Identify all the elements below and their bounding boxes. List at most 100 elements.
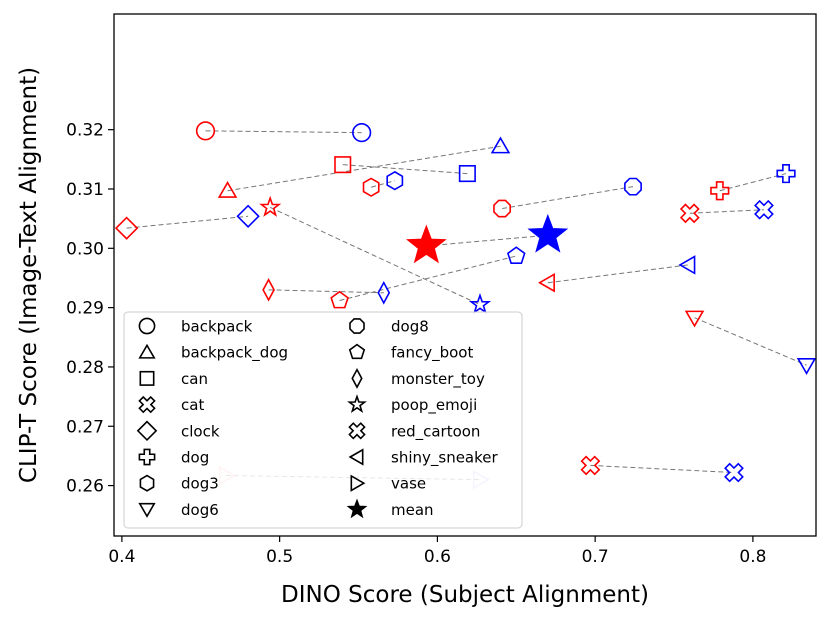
legend-marker-dog3 [139, 474, 155, 492]
point-blue-backpack-shape [352, 123, 372, 143]
legend-label: red_cartoon [391, 422, 480, 441]
x-tick-label: 0.5 [266, 547, 293, 567]
legend-label: vase [391, 475, 426, 493]
legend-label: backpack [181, 318, 253, 336]
point-blue-fancy_boot-shape [506, 246, 526, 264]
legend-marker-dog3-shape [139, 474, 155, 492]
point-red-backpack [195, 121, 216, 141]
x-tick-label: 0.4 [108, 547, 135, 567]
point-blue-mean [527, 213, 569, 253]
connector-lines [126, 130, 807, 481]
y-tick-label: 0.30 [66, 239, 104, 259]
connector-line-cat [590, 464, 734, 474]
point-blue-can [458, 165, 476, 183]
y-tick-label: 0.27 [66, 417, 104, 437]
y-tick-label: 0.29 [66, 299, 104, 319]
connector-line-fancy_boot [339, 255, 517, 301]
point-blue-monster_toy [377, 280, 391, 305]
point-red-red_cartoon-shape [679, 203, 700, 224]
point-blue-shiny_sneaker [678, 255, 696, 275]
point-red-backpack_dog [217, 180, 238, 198]
legend-item-can: can [139, 370, 208, 388]
point-red-dog8-shape [493, 199, 512, 218]
point-blue-dog8 [624, 177, 642, 196]
legend-label: monster_toy [391, 370, 485, 389]
point-red-red_cartoon [679, 203, 700, 224]
x-axis-ticks: 0.4 0.5 0.6 0.7 0.8 [108, 536, 766, 567]
legend-item-red_cartoon: red_cartoon [348, 422, 480, 441]
point-red-dog8 [493, 199, 512, 218]
point-red-can-shape [334, 156, 352, 174]
point-red-can [334, 156, 352, 174]
x-tick-label: 0.8 [739, 547, 766, 567]
legend-marker-dog [138, 448, 156, 466]
legend-marker-red_cartoon [348, 422, 366, 440]
legend-label: fancy_boot [391, 344, 473, 363]
legend-marker-poop_emoji-shape [347, 394, 367, 414]
legend-marker-clock-shape [136, 420, 158, 442]
legend-marker-shiny_sneaker [348, 448, 364, 466]
connector-line-dog3 [371, 180, 395, 188]
point-blue-clock-shape [236, 204, 260, 228]
point-blue-dog8-shape [624, 177, 642, 196]
legend-item-dog6: dog6 [138, 501, 219, 519]
legend-item-backpack_dog: backpack_dog [138, 344, 288, 363]
x-tick-label: 0.7 [582, 547, 609, 567]
point-blue-dog6 [796, 358, 817, 375]
legend-label: clock [181, 422, 220, 440]
point-red-poop_emoji-shape [259, 195, 282, 217]
legend-item-dog8: dog8 [349, 318, 429, 336]
legend-marker-dog-shape [138, 448, 156, 466]
legend-item-shiny_sneaker: shiny_sneaker [348, 448, 498, 468]
legend-marker-can-shape [139, 370, 155, 386]
legend-item-fancy_boot: fancy_boot [348, 343, 473, 363]
legend-item-mean: mean [346, 498, 434, 519]
legend-item-dog: dog [138, 448, 209, 467]
point-blue-dog-shape [776, 163, 796, 184]
connector-line-poop_emoji [269, 206, 481, 306]
point-blue-can-shape [458, 165, 476, 183]
connector-line-clock [126, 215, 249, 229]
point-red-poop_emoji [259, 195, 282, 217]
legend-marker-mean [346, 498, 368, 519]
legend-label: dog8 [391, 318, 429, 336]
legend-marker-backpack [138, 317, 156, 335]
legend-marker-dog8 [349, 318, 365, 334]
legend-marker-dog6 [138, 502, 156, 518]
point-red-shiny_sneaker [538, 272, 555, 293]
point-blue-clock [236, 204, 260, 228]
y-tick-label: 0.26 [66, 477, 104, 497]
y-tick-label: 0.28 [66, 358, 104, 378]
point-red-shiny_sneaker-shape [538, 272, 555, 293]
connector-line-dog [719, 173, 787, 192]
point-red-dog6 [684, 310, 705, 328]
point-red-backpack-shape [195, 121, 216, 141]
y-axis-ticks: 0.26 0.27 0.28 0.29 0.30 0.31 0.32 [66, 121, 114, 497]
legend-marker-fancy_boot [348, 343, 366, 360]
legend-marker-vase [350, 474, 366, 492]
legend-label: poop_emoji [391, 396, 477, 415]
connector-line-red_cartoon [689, 209, 764, 214]
point-blue-backpack [352, 123, 372, 143]
point-blue-dog3-shape [386, 170, 404, 191]
point-red-dog3 [362, 177, 380, 197]
legend-item-vase: vase [350, 474, 426, 493]
legend-label: shiny_sneaker [391, 449, 498, 468]
legend-marker-monster_toy [351, 367, 363, 389]
plot-frame [113, 13, 817, 537]
point-blue-cat [724, 462, 744, 483]
x-axis-label: DINO Score (Subject Alignment) [281, 582, 649, 608]
connector-line-can [342, 164, 468, 175]
point-blue-fancy_boot [506, 246, 526, 264]
legend-marker-cat-shape [138, 395, 156, 414]
point-red-cat-shape [580, 455, 601, 476]
point-blue-dog [776, 163, 796, 184]
y-tick-label: 0.32 [66, 121, 104, 141]
point-red-fancy_boot [330, 290, 349, 309]
point-red-clock-shape [114, 216, 139, 240]
x-tick-label: 0.6 [424, 547, 451, 567]
connector-line-dog6 [694, 317, 807, 366]
legend-marker-vase-shape [350, 474, 366, 492]
connector-line-dog8 [501, 186, 634, 210]
point-blue-monster_toy-shape [377, 280, 391, 305]
